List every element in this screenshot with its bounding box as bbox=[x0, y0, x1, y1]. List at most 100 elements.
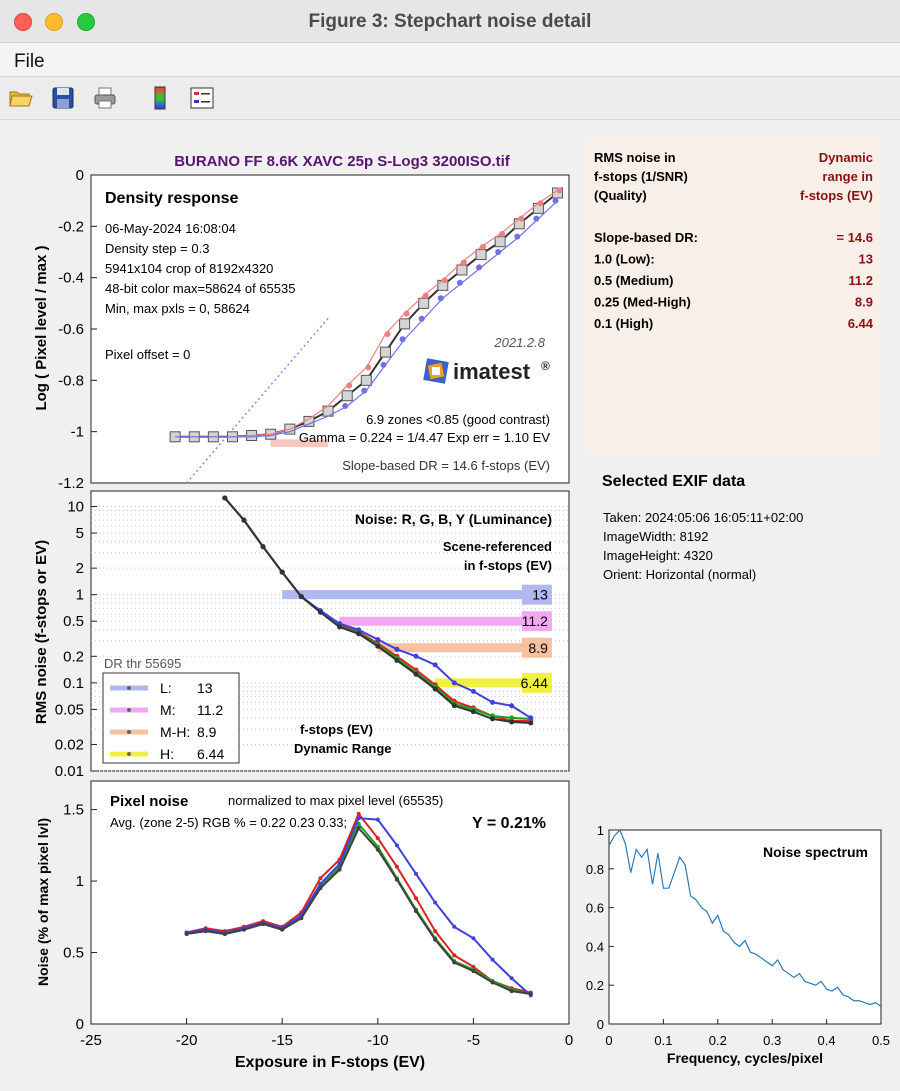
legend-icon[interactable] bbox=[189, 85, 215, 111]
plot2-point bbox=[509, 703, 515, 709]
plot2-ylabel: RMS noise (f-stops or EV) bbox=[33, 540, 50, 724]
close-window-button[interactable] bbox=[14, 13, 32, 31]
title-bar: Figure 3: Stepchart noise detail bbox=[0, 0, 900, 43]
plot2-ytick: 5 bbox=[76, 525, 84, 542]
plot4-ytick: 0.6 bbox=[586, 901, 604, 916]
open-icon[interactable] bbox=[8, 85, 34, 111]
plot3-point bbox=[356, 826, 361, 831]
info-col2-line1: Dynamic bbox=[819, 150, 873, 165]
info-row-value: 13 bbox=[859, 252, 873, 267]
noise-spectrum-plot: 0 0.1 0.2 0.3 0.4 0.5 0 0.2 0.4 0.6 0.8 1 Noise spe… bbox=[586, 823, 890, 1066]
plot2-point bbox=[490, 716, 496, 722]
plot2-frame bbox=[90, 490, 570, 772]
plot3-title: Pixel noise bbox=[110, 793, 188, 810]
plot1-marker bbox=[342, 403, 349, 409]
plot3-point bbox=[375, 836, 380, 841]
minimize-window-button[interactable] bbox=[45, 13, 63, 31]
plot1-marker bbox=[514, 233, 521, 240]
plot3-point bbox=[394, 877, 399, 882]
zoom-window-button[interactable] bbox=[77, 13, 95, 31]
info-row-label: 0.25 (Med-High) bbox=[594, 295, 691, 310]
menu-file[interactable]: File bbox=[14, 51, 45, 72]
plot1-marker bbox=[365, 364, 372, 371]
plot1-title: Density response bbox=[105, 190, 238, 207]
legend-key: M: bbox=[160, 702, 176, 718]
print-icon[interactable] bbox=[92, 85, 118, 111]
plot2-ytick: 0.02 bbox=[55, 736, 84, 753]
plot2-ytick: 1 bbox=[76, 587, 84, 604]
plot1-annotation: Density step = 0.3 bbox=[105, 241, 209, 256]
plot3-point bbox=[471, 964, 476, 969]
plot4-xtick: 0 bbox=[605, 1033, 612, 1048]
plot2-point bbox=[317, 609, 323, 615]
window-title: Figure 3: Stepchart noise detail bbox=[308, 11, 592, 32]
plot4-ytick: 1 bbox=[597, 823, 604, 838]
plot1-annotation: Pixel offset = 0 bbox=[105, 347, 190, 362]
plot1-ytick: 0 bbox=[76, 167, 84, 184]
plot1-marker bbox=[552, 197, 559, 204]
plot2-ytick: 0.1 bbox=[63, 675, 84, 692]
plot1-marker bbox=[360, 374, 372, 386]
plot2-point bbox=[394, 657, 400, 663]
toolbar bbox=[0, 77, 900, 120]
plot2-point bbox=[413, 653, 419, 659]
plot3-stats: Avg. (zone 2-5) RGB % = 0.22 0.23 0.33; bbox=[110, 815, 347, 830]
plot2-point bbox=[432, 686, 438, 692]
save-icon[interactable] bbox=[50, 85, 76, 111]
plot4-xtick: 0.1 bbox=[654, 1033, 672, 1048]
plot3-point bbox=[280, 927, 285, 932]
plot3-ylabel: Noise (% of max pixel lvl) bbox=[35, 818, 51, 986]
plot1-marker bbox=[418, 315, 425, 322]
plot2-footer: Dynamic Range bbox=[294, 741, 392, 756]
legend-value: 6.44 bbox=[197, 746, 224, 762]
plot1-annotation: 06-May-2024 16:08:04 bbox=[105, 221, 236, 236]
plot2-point bbox=[509, 715, 515, 721]
plot1-marker bbox=[537, 200, 544, 207]
plot3-ytick: 0 bbox=[76, 1016, 84, 1033]
exif-line: Taken: 2024:05:06 16:05:11+02:00 bbox=[603, 510, 803, 525]
legend-key: H: bbox=[160, 746, 174, 762]
plot2-point bbox=[490, 699, 496, 705]
plot1-ytick: -1 bbox=[71, 424, 84, 441]
plot4-ytick: 0.8 bbox=[586, 862, 604, 877]
plot3-y-value: Y = 0.21% bbox=[472, 815, 546, 832]
info-col2-line2: range in bbox=[822, 169, 873, 184]
plot4-ytick: 0.2 bbox=[586, 978, 604, 993]
dr-bar-label: 8.9 bbox=[528, 640, 548, 656]
plot2-point bbox=[375, 643, 381, 649]
plot2-point bbox=[528, 715, 534, 721]
plot2-ytick: 0.2 bbox=[63, 648, 84, 665]
plot2-subtitle: Scene-referenced bbox=[443, 539, 552, 554]
colorbar-icon[interactable] bbox=[147, 85, 173, 111]
plot1-marker bbox=[499, 231, 506, 238]
legend-header: DR thr 55695 bbox=[104, 656, 181, 671]
plot1-marker bbox=[380, 361, 387, 368]
plot3-point bbox=[414, 896, 419, 901]
dr-bar-label-bg bbox=[521, 584, 552, 605]
plot3-point bbox=[490, 957, 495, 962]
plot1-version: 2021.2.8 bbox=[493, 335, 545, 350]
plot2-point bbox=[241, 517, 247, 523]
plot1-annotation: 48-bit color max=58624 of 65535 bbox=[105, 281, 295, 296]
plot3-point bbox=[375, 847, 380, 852]
plot3-xtick: -15 bbox=[271, 1032, 293, 1049]
plot3-frame bbox=[90, 780, 570, 1025]
plot1-marker bbox=[384, 331, 391, 338]
plot1-annotation: Gamma = 0.224 = 1/4.47 Exp err = 1.10 EV bbox=[299, 430, 550, 445]
imatest-logo-icon bbox=[423, 358, 449, 384]
plot3-point bbox=[241, 927, 246, 932]
legend-marker bbox=[127, 752, 131, 756]
exif-line: Orient: Horizontal (normal) bbox=[603, 567, 756, 582]
pixel-noise-plot: -25 -20 -15 -10 -5 0 0 0.5 1 1.5 Pixel noise norm… bbox=[35, 780, 573, 1071]
plot3-point bbox=[203, 929, 208, 934]
plot3-subtitle: normalized to max pixel level (65535) bbox=[228, 793, 443, 808]
info-row-value: 6.44 bbox=[848, 316, 874, 331]
plot3-point bbox=[414, 909, 419, 914]
plot1-marker bbox=[494, 236, 506, 248]
dr-bar-label-bg bbox=[521, 611, 552, 632]
plot3-point bbox=[509, 989, 514, 994]
plot3-ytick: 1.5 bbox=[63, 802, 84, 819]
plot1-marker bbox=[480, 243, 487, 250]
dr-bar-label: 11.2 bbox=[522, 613, 548, 629]
plot3-point bbox=[318, 886, 323, 891]
